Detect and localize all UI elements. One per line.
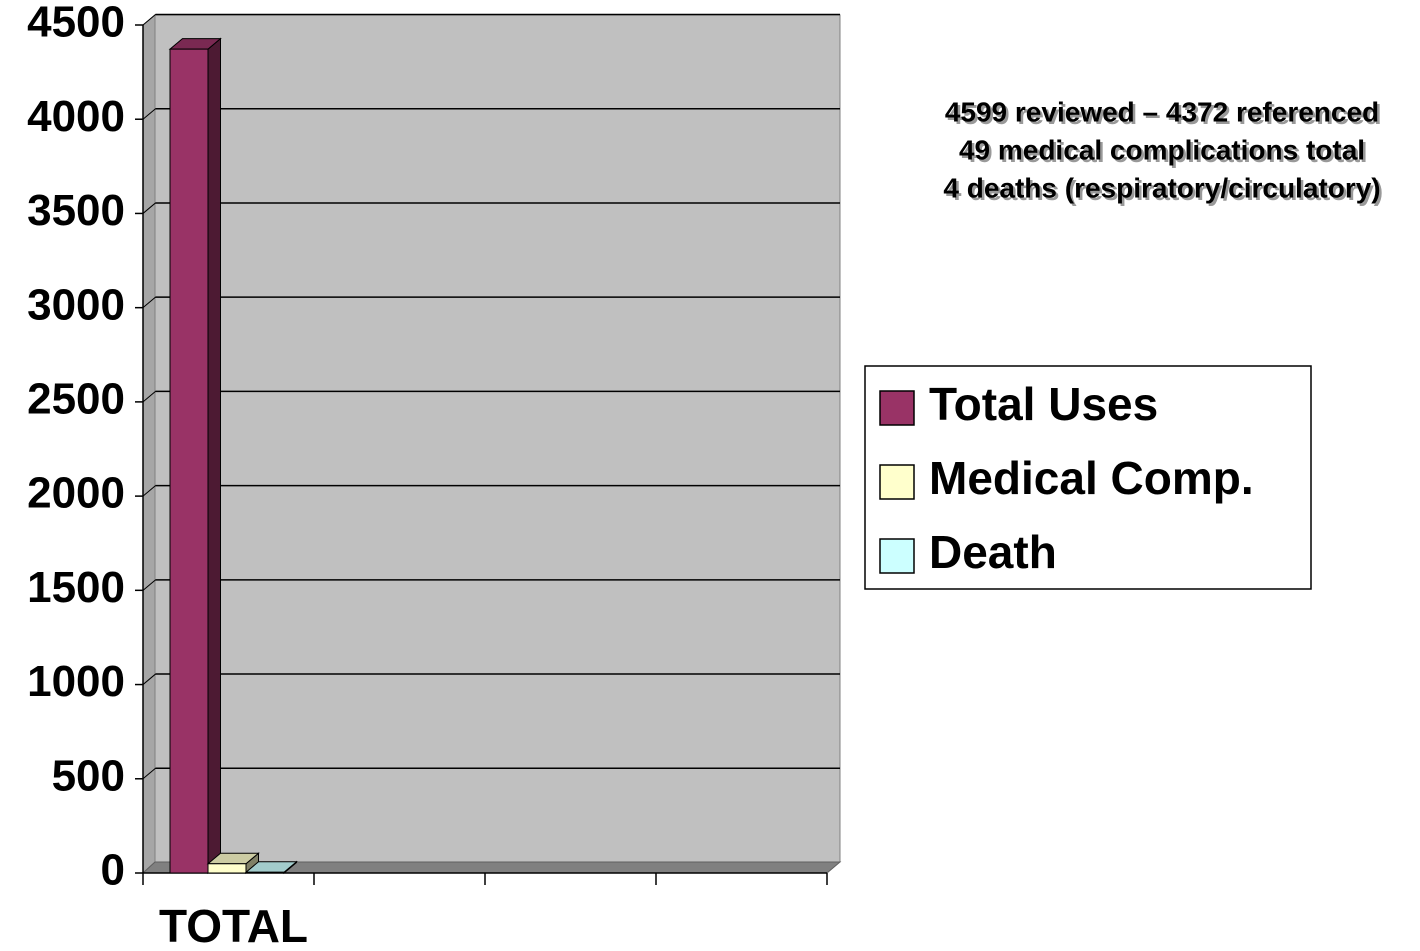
bar [169, 48, 209, 874]
y-tick-label: 2500 [27, 375, 125, 424]
bar [245, 871, 285, 874]
bar [207, 863, 247, 874]
legend-swatch [879, 538, 915, 574]
grid-line [142, 767, 156, 780]
grid-line [142, 296, 156, 309]
bar-side [207, 37, 221, 875]
legend-swatch [879, 464, 915, 500]
legend [864, 365, 1312, 590]
grid-line [142, 391, 156, 403]
x-tick-label: TOTAL [159, 900, 308, 951]
grid-line [142, 202, 156, 214]
y-tick-label: 2000 [27, 469, 125, 518]
annotation-shadow: 49 medical complications total [961, 137, 1367, 168]
legend-label: Death [929, 526, 1057, 578]
annotation: 4599 reviewed – 4372 referenced [945, 96, 1379, 127]
y-tick-label: 3000 [27, 280, 125, 329]
y-tick-label: 500 [52, 751, 125, 800]
side-wall [142, 13, 156, 875]
legend-swatch [879, 390, 915, 426]
grid-line [142, 108, 156, 120]
annotation-shadow: 4 deaths (respiratory/circulatory) [946, 175, 1383, 206]
legend-label: Medical Comp. [929, 452, 1254, 504]
y-tick-label: 4000 [27, 92, 125, 141]
grid-line [142, 673, 156, 685]
legend-label: Total Uses [929, 378, 1158, 430]
grid-line [142, 485, 156, 497]
grid-line [142, 579, 156, 591]
annotation-shadow: 4599 reviewed – 4372 referenced [947, 99, 1381, 130]
y-tick-label: 1500 [27, 563, 125, 612]
grid-line [142, 14, 156, 26]
annotation: 49 medical complications total [959, 134, 1365, 165]
y-tick-label: 0 [101, 846, 125, 895]
back-wall [154, 14, 841, 863]
annotation: 4 deaths (respiratory/circulatory) [943, 172, 1380, 203]
y-tick-label: 1000 [27, 657, 125, 706]
y-tick-label: 3500 [27, 186, 125, 235]
y-tick-label: 4500 [27, 0, 125, 47]
